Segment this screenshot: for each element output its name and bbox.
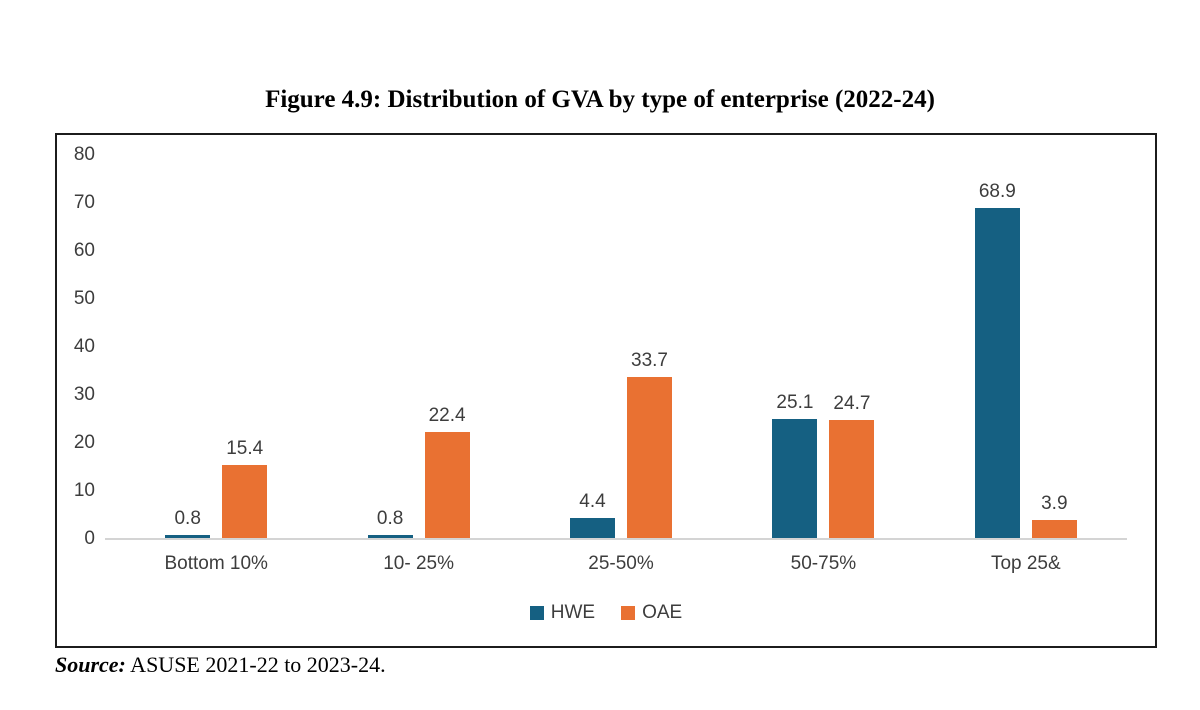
value-label: 0.8 <box>376 508 404 530</box>
bar-oae: 24.7 <box>829 393 875 539</box>
value-label: 15.4 <box>226 438 264 460</box>
value-label: 22.4 <box>428 404 466 426</box>
value-label: 25.1 <box>776 391 814 413</box>
bar-groups: 0.8 15.4 0.8 22.4 4.4 33.7 25.1 24.7 68.9 3.9 <box>105 155 1127 539</box>
legend-label: OAE <box>642 602 683 623</box>
y-tick-label: 0 <box>84 528 95 549</box>
legend-item-hwe: HWE <box>529 602 596 624</box>
value-label: 68.9 <box>978 181 1016 203</box>
bar-group: 25.1 24.7 <box>722 155 924 539</box>
y-tick-label: 50 <box>73 288 95 309</box>
y-tick-label: 40 <box>73 336 95 357</box>
legend-item-oae: OAE <box>621 602 682 624</box>
y-axis: 0 10 20 30 40 50 60 70 80 <box>57 144 95 549</box>
y-tick-label: 70 <box>73 192 95 213</box>
y-tick-label: 80 <box>73 144 95 165</box>
category-label: Top 25& <box>990 553 1061 574</box>
category-label: 25-50% <box>588 553 654 574</box>
legend-swatch-icon <box>529 606 544 620</box>
value-label: 24.7 <box>833 393 871 415</box>
legend-label: HWE <box>550 602 596 623</box>
value-label: 4.4 <box>579 490 606 512</box>
legend-swatch-icon <box>621 606 636 620</box>
value-label: 3.9 <box>1041 493 1068 515</box>
y-tick-label: 20 <box>73 432 95 453</box>
source-line: Source: ASUSE 2021-22 to 2023-24. <box>55 652 386 678</box>
bar-group: 68.9 3.9 <box>925 155 1127 539</box>
category-label: 10- 25% <box>383 553 454 574</box>
bar-oae: 15.4 <box>222 438 268 539</box>
y-tick-label: 10 <box>73 480 95 501</box>
x-labels: Bottom 10% 10- 25% 25-50% 50-75% Top 25& <box>105 553 1127 575</box>
category-label: 50-75% <box>790 553 857 574</box>
bar-hwe: 25.1 <box>772 392 818 539</box>
y-tick-label: 30 <box>73 384 95 405</box>
y-tick-label: 60 <box>73 240 95 261</box>
bar-oae: 3.9 <box>1031 493 1077 539</box>
bar-oae: 22.4 <box>424 405 470 539</box>
figure-title: Figure 4.9: Distribution of GVA by type … <box>265 86 935 113</box>
value-label: 0.8 <box>174 508 201 530</box>
bar-hwe: 4.4 <box>570 491 616 539</box>
value-label: 33.7 <box>631 350 669 372</box>
chart-frame: 0 10 20 30 40 50 60 70 80 0.8 15.4 0.8 22.4 4.4 33.7 2… <box>55 133 1157 648</box>
bar-group: 0.8 22.4 <box>317 155 519 539</box>
category-label: Bottom 10% <box>164 553 268 574</box>
bar-hwe: 68.9 <box>974 181 1020 539</box>
source-label: Source: <box>55 652 126 677</box>
bar-group: 4.4 33.7 <box>520 155 722 539</box>
bar-oae: 33.7 <box>627 350 673 539</box>
x-axis-line <box>105 538 1127 540</box>
plot-area: 0.8 15.4 0.8 22.4 4.4 33.7 25.1 24.7 68.9 3.9 <box>105 155 1127 540</box>
bar-hwe: 0.8 <box>367 508 413 539</box>
source-text: ASUSE 2021-22 to 2023-24. <box>125 652 386 677</box>
bar-group: 0.8 15.4 <box>115 155 317 539</box>
legend: HWE OAE <box>57 602 1155 624</box>
bar-hwe: 0.8 <box>165 508 211 539</box>
